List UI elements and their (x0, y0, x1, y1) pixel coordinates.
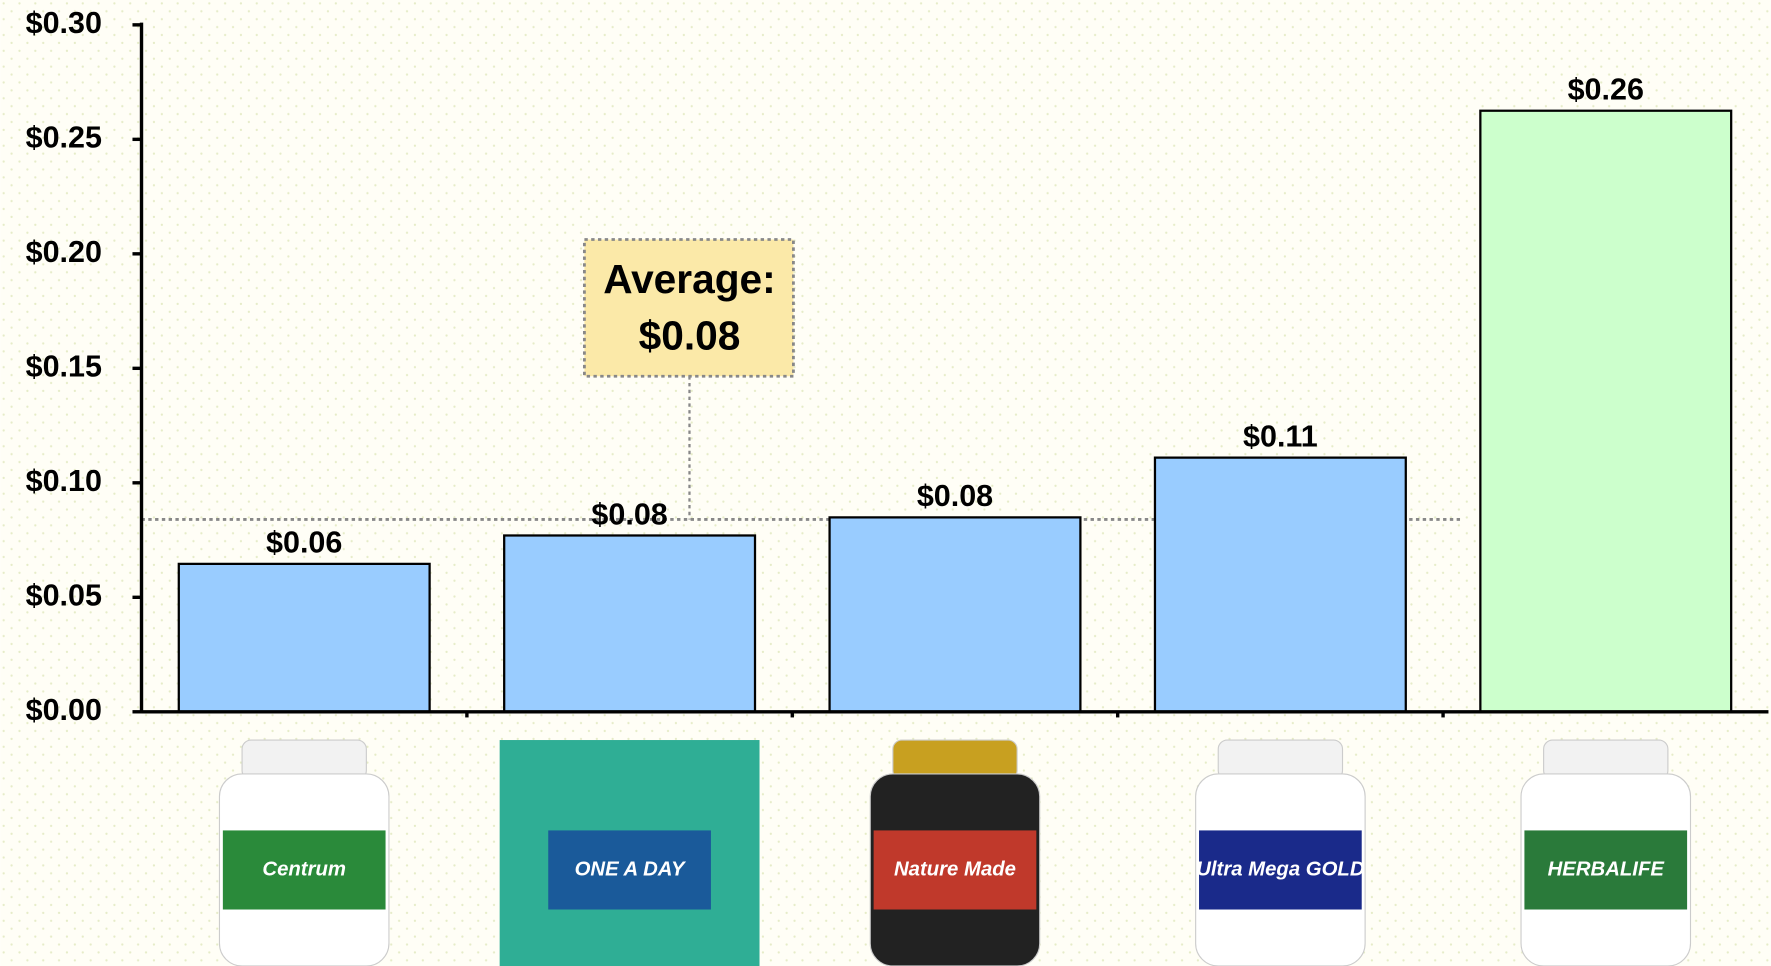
y-tick-label: $0.05 (26, 578, 102, 612)
value-label: $0.08 (917, 479, 993, 513)
y-tick-label: $0.20 (26, 235, 102, 269)
product-image: HERBALIFE (1521, 740, 1690, 966)
product-name: Nature Made (894, 858, 1016, 880)
bar (1155, 458, 1406, 712)
y-tick-label: $0.15 (26, 349, 102, 383)
y-tick-label: $0.00 (26, 693, 102, 727)
bar (504, 535, 755, 711)
product-image: Ultra Mega GOLD (1196, 740, 1365, 966)
bar (1480, 111, 1731, 712)
bar (179, 564, 430, 712)
chart: $0.00 $0.05 $0.10 $0.15 $0.20 $0.25 $0.30 Avera… (0, 0, 1771, 966)
average-text: Average: (603, 256, 776, 302)
product-image: Nature Made (870, 740, 1039, 966)
product-name: HERBALIFE (1548, 858, 1666, 880)
y-tick-label: $0.10 (26, 464, 102, 498)
product-name: Centrum (262, 858, 346, 880)
value-label: $0.26 (1568, 73, 1644, 107)
product-image: Centrum (219, 740, 388, 966)
value-label: $0.11 (1243, 419, 1318, 453)
value-label: $0.08 (591, 497, 667, 531)
average-value: $0.08 (639, 313, 741, 359)
value-label: $0.06 (266, 526, 342, 560)
y-tick-label: $0.25 (26, 120, 102, 154)
product-name: Ultra Mega GOLD (1196, 858, 1365, 880)
y-tick-label: $0.30 (26, 6, 102, 40)
product-image: ONE A DAY (500, 740, 760, 966)
bar (830, 517, 1081, 711)
product-name: ONE A DAY (575, 858, 687, 880)
